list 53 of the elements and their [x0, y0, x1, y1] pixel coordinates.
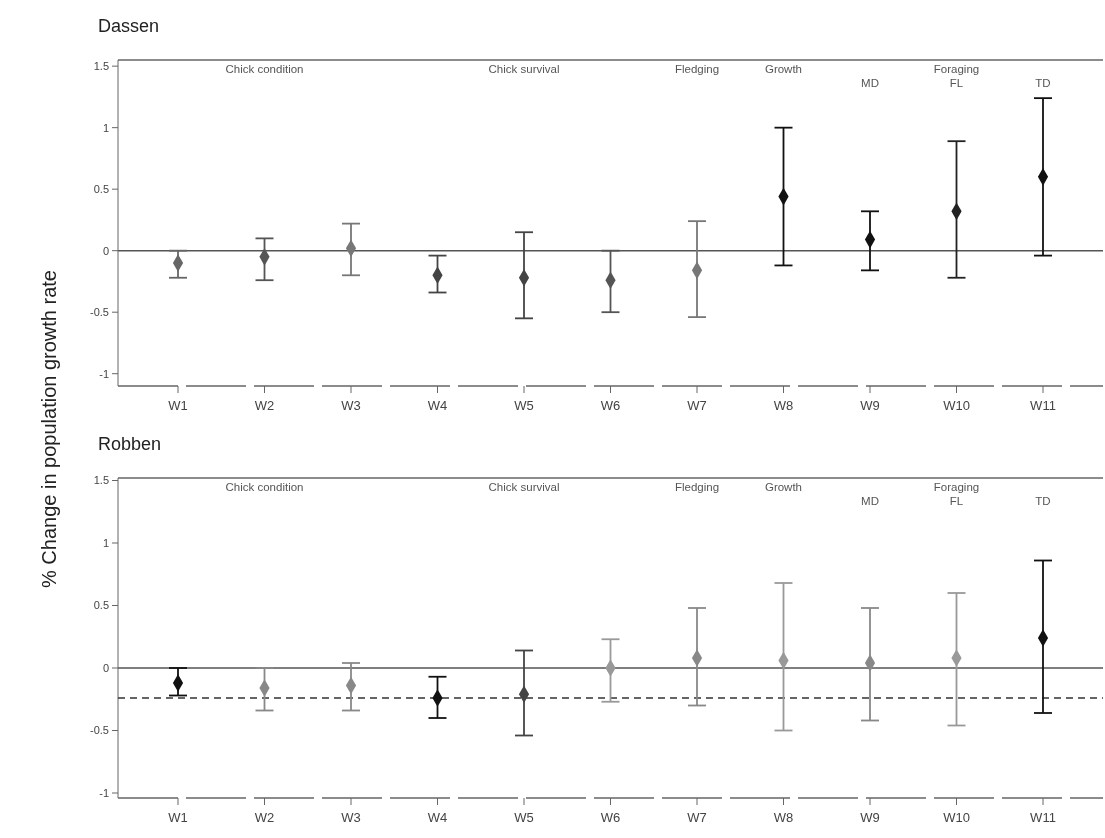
x-tick-label: W6 [600, 810, 621, 825]
y-tick-label: 0 [102, 244, 109, 257]
annotation: Foraging [933, 481, 980, 493]
x-tick-label: W10 [943, 810, 970, 825]
x-tick-label: W7 [687, 398, 707, 413]
y-tick-label: 0.5 [93, 599, 109, 612]
annotation: Chick survival [488, 63, 560, 75]
y-tick-label: 1.5 [93, 60, 109, 72]
annotation: FL [949, 77, 964, 89]
x-tick-label: W7 [687, 810, 707, 825]
y-tick-label: 1 [102, 121, 109, 134]
x-tick-label: W5 [514, 810, 534, 825]
annotation: Growth [764, 481, 803, 493]
x-tick-label: W2 [254, 398, 275, 413]
annotation: MD [861, 495, 879, 507]
x-tick-label: W1 [168, 810, 188, 825]
annotation: TD [1035, 495, 1051, 507]
annotation: Growth [764, 63, 803, 75]
x-tick-label: W2 [254, 810, 275, 825]
annotation: FL [949, 495, 964, 507]
y-tick-label: -0.5 [90, 306, 109, 319]
x-tick-label: W4 [427, 810, 448, 825]
y-axis-title: % Change in population growth rate [38, 270, 60, 588]
x-tick-label: W6 [600, 398, 621, 413]
x-tick-label: W5 [514, 398, 534, 413]
chart-title: Dassen [98, 16, 160, 36]
annotation: MD [861, 77, 879, 89]
annotation: Foraging [933, 63, 980, 75]
x-tick-label: W3 [341, 810, 361, 825]
annotation: TD [1035, 77, 1051, 89]
y-tick-label: 1 [102, 536, 109, 549]
y-tick-label: 0 [102, 661, 109, 674]
x-tick-label: W8 [773, 810, 794, 825]
annotation: Chick condition [225, 63, 304, 75]
annotation: Fledging [674, 481, 720, 493]
y-tick-label: 0.5 [93, 183, 109, 196]
y-tick-label: -0.5 [90, 724, 109, 737]
x-tick-label: W8 [773, 398, 794, 413]
annotation: Chick condition [225, 481, 304, 493]
y-tick-label: -1 [99, 786, 109, 799]
annotation: Fledging [674, 63, 720, 75]
x-tick-label: W9 [860, 810, 880, 825]
x-tick-label: W3 [341, 398, 361, 413]
x-tick-label: W11 [1030, 398, 1056, 413]
annotation: Chick survival [488, 481, 560, 493]
x-tick-label: W1 [168, 398, 188, 413]
x-tick-label: W10 [943, 398, 970, 413]
y-tick-label: 1.5 [93, 474, 109, 487]
y-tick-label: -1 [99, 367, 109, 380]
x-tick-label: W4 [427, 398, 448, 413]
chart-title: Robben [98, 434, 162, 454]
x-tick-label: W9 [860, 398, 880, 413]
x-tick-label: W11 [1030, 810, 1056, 825]
